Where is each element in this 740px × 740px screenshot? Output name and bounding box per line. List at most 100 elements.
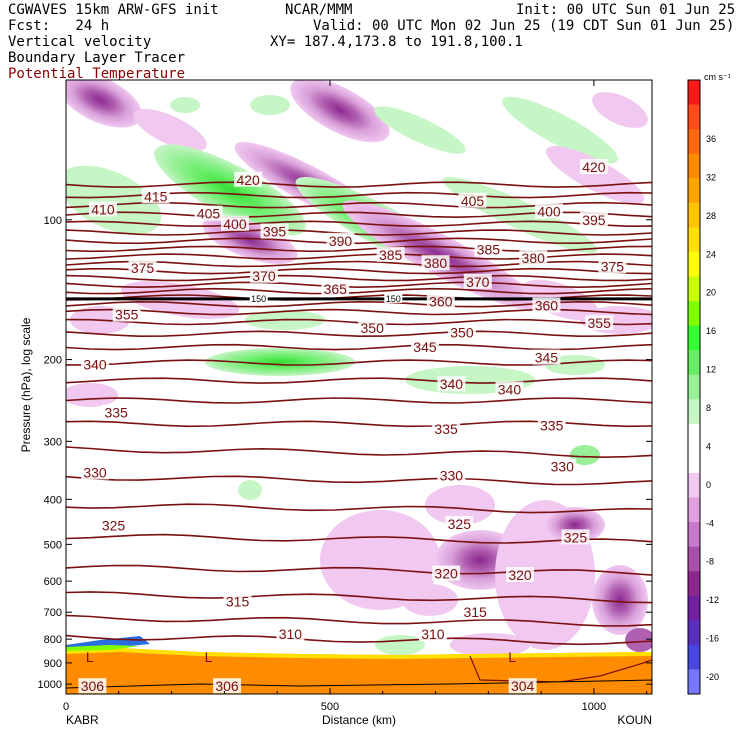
- colorbar-cell: [688, 423, 700, 449]
- theta-label-bg: [432, 565, 461, 581]
- y-tick-label: 700: [44, 607, 62, 619]
- theta-label: 380: [424, 255, 448, 271]
- colorbar-tick-label: -16: [706, 634, 719, 644]
- theta-label-bg: [321, 281, 350, 297]
- header-field-vertical-velocity: Vertical velocity: [8, 34, 152, 50]
- tracer-edge: [66, 648, 652, 659]
- theta-label: 355: [588, 315, 612, 331]
- theta-label-bg: [445, 516, 474, 532]
- tracer-label-bg: [249, 292, 268, 303]
- colorbar-tick-label: 16: [706, 326, 716, 336]
- x-tick-label: 1000: [582, 701, 606, 713]
- theta-label: 385: [379, 247, 403, 263]
- colorbar-cell: [688, 178, 700, 204]
- theta-label-bg: [418, 626, 447, 642]
- isentrope-line: [66, 591, 652, 604]
- y-axis: 100 200 300 400 500 600 700 800 900 1000: [38, 215, 652, 691]
- velocity-blob: [205, 348, 355, 376]
- theta-label-bg: [81, 356, 110, 372]
- y-tick-label: 900: [44, 658, 62, 670]
- theta-label-bg: [213, 678, 242, 694]
- velocity-blob: [545, 145, 645, 205]
- tracer-label: 150: [386, 294, 401, 304]
- colorbar-cell: [688, 80, 700, 106]
- header-field-tracer: Boundary Layer Tracer: [8, 50, 186, 66]
- theta-label-bg: [112, 306, 141, 322]
- theta-label-bg: [421, 255, 450, 271]
- y-tick-label: 1000: [38, 679, 62, 691]
- theta-label: 410: [91, 201, 115, 217]
- isentrope-line: [66, 377, 652, 384]
- colorbar-tick-label: 24: [706, 249, 716, 259]
- isentrope-line: [66, 245, 652, 253]
- theta-label-bg: [234, 171, 263, 187]
- endpoint-left: KABR: [66, 713, 99, 727]
- theta-label-bg: [376, 246, 405, 262]
- colorbar-cell: [688, 251, 700, 277]
- colorbar-cell: [688, 129, 700, 155]
- colorbar-cell: [688, 522, 700, 548]
- theta-label-bg: [88, 201, 117, 217]
- x-tick-label: 0: [63, 701, 69, 713]
- theta-label: 415: [144, 188, 168, 204]
- theta-label: 395: [263, 224, 287, 240]
- colorbar-cell: [688, 325, 700, 351]
- tracer-label-bg: [384, 292, 403, 303]
- header-valid: Valid: 00 UTC Mon 02 Jun 25 (19 CDT Sun …: [313, 18, 735, 34]
- theta-label: 306: [215, 678, 239, 694]
- theta-label: 390: [329, 233, 353, 249]
- colorbar-cell: [688, 620, 700, 646]
- isentrope-line: [66, 281, 652, 289]
- colorbar-tick-label: 0: [706, 480, 711, 490]
- theta-label: 350: [450, 325, 474, 341]
- isentrope-line: [66, 181, 652, 188]
- velocity-blob: [502, 96, 618, 164]
- colorbar-cell: [688, 104, 700, 130]
- theta-label: 310: [279, 626, 303, 642]
- theta-label-bg: [458, 192, 487, 208]
- velocity-blob: [66, 383, 118, 407]
- theta-label: 370: [466, 274, 490, 290]
- theta-label: 340: [498, 382, 522, 398]
- velocity-blob: [625, 628, 652, 652]
- colorbar-tick-label: -12: [706, 595, 719, 605]
- theta-label: 325: [448, 516, 472, 532]
- theta-label: 325: [564, 529, 588, 545]
- theta-label-bg: [519, 250, 548, 266]
- x-axis-title: Distance (km): [322, 713, 396, 727]
- colorbar-cell: [688, 276, 700, 302]
- isentrope-line: [66, 260, 652, 268]
- theta-label: 360: [429, 294, 453, 310]
- theta-label-bg: [102, 404, 131, 420]
- low-marker: L: [508, 649, 516, 665]
- theta-label: 345: [413, 339, 437, 355]
- colorbar-tick-label: -4: [706, 518, 714, 528]
- plot-frame: [65, 79, 653, 695]
- theta-label-bg: [432, 420, 461, 436]
- y-tick-label: 100: [44, 215, 62, 227]
- theta-label-bg: [463, 273, 492, 289]
- theta-label-bg: [461, 604, 490, 620]
- theta-label: 335: [104, 404, 128, 420]
- low-marker: L: [205, 649, 213, 665]
- y-tick-label: 600: [44, 576, 62, 588]
- isentrope-line: [66, 267, 652, 275]
- theta-label: 335: [434, 421, 458, 437]
- velocity-blob: [320, 510, 440, 610]
- theta-label-bg: [99, 517, 128, 533]
- header-xy: XY= 187.4,173.8 to 191.8,100.1: [270, 34, 523, 50]
- velocity-blob: [250, 95, 290, 115]
- colorbar-cell: [688, 350, 700, 376]
- colorbar-tick-label: 36: [706, 134, 716, 144]
- colorbar-cell: [688, 301, 700, 327]
- theta-label: 304: [511, 678, 535, 694]
- theta-label-bg: [598, 258, 627, 274]
- theta-label-bg: [223, 593, 252, 609]
- colorbar-tick-label: 20: [706, 288, 716, 298]
- theta-label-bg: [437, 467, 466, 483]
- tracer-contour: [469, 655, 652, 683]
- theta-label-bg: [508, 678, 537, 694]
- header-init: Init: 00 UTC Sun 01 Jun 25: [516, 2, 736, 18]
- header-fcst: Fcst: 24 h: [8, 18, 110, 34]
- y-axis-title: Pressure (hPa), log scale: [19, 317, 33, 452]
